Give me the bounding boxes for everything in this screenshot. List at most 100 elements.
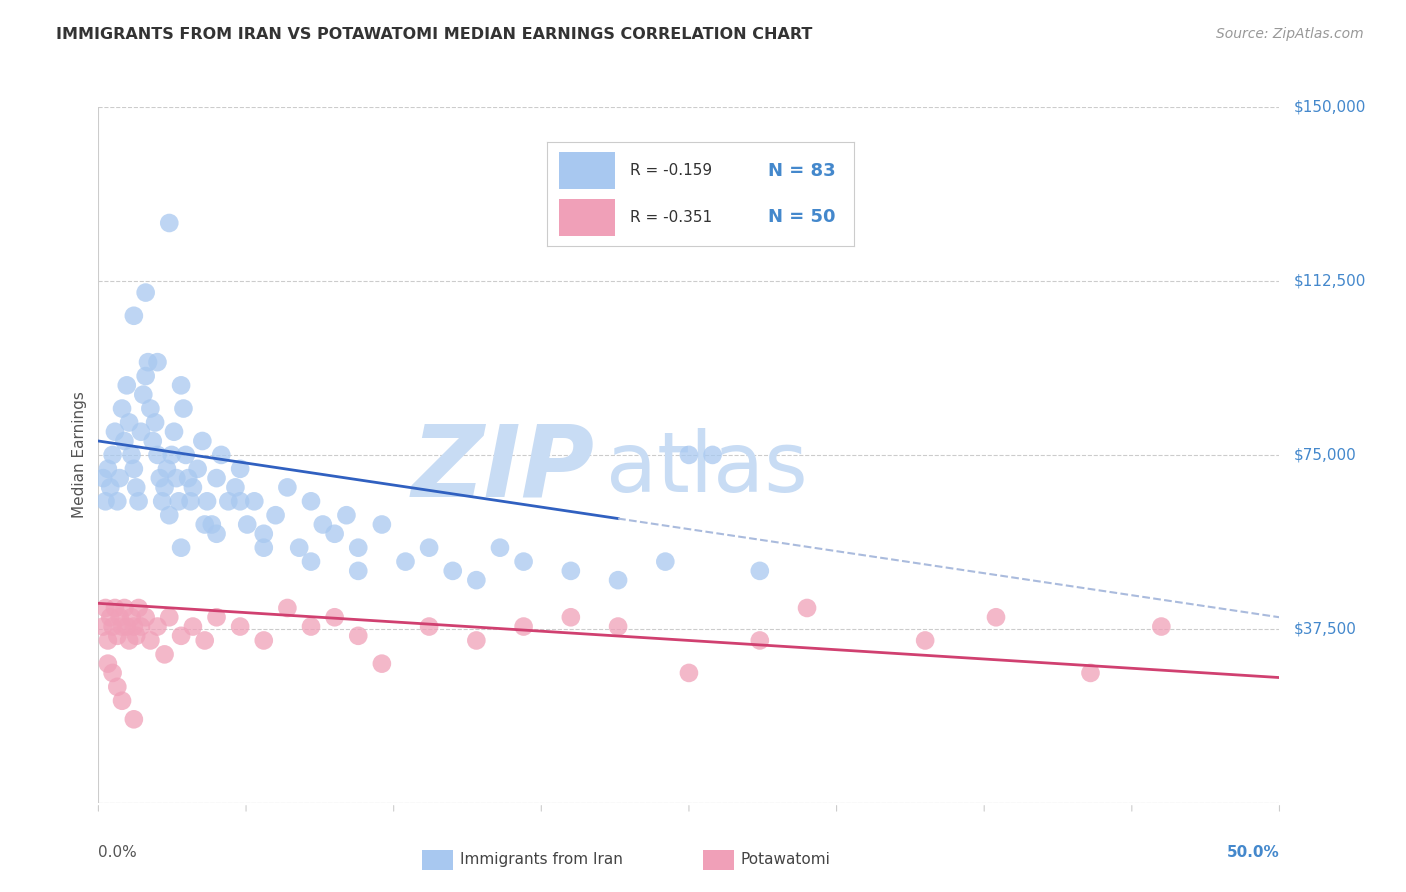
Point xyxy=(146,355,169,369)
Text: Source: ZipAtlas.com: Source: ZipAtlas.com xyxy=(1216,27,1364,41)
Point xyxy=(157,216,180,230)
Bar xyxy=(560,153,614,189)
Point xyxy=(111,694,134,708)
Point xyxy=(118,633,141,648)
Point xyxy=(108,610,131,624)
Text: R = -0.351: R = -0.351 xyxy=(630,210,713,225)
Point xyxy=(101,448,124,462)
Point xyxy=(347,564,370,578)
Point xyxy=(181,480,204,494)
Point xyxy=(418,541,440,555)
Point xyxy=(165,471,187,485)
Point xyxy=(91,619,114,633)
Text: IMMIGRANTS FROM IRAN VS POTAWATOMI MEDIAN EARNINGS CORRELATION CHART: IMMIGRANTS FROM IRAN VS POTAWATOMI MEDIA… xyxy=(56,27,813,42)
Text: N = 50: N = 50 xyxy=(768,209,835,227)
Point xyxy=(170,629,193,643)
Point xyxy=(678,448,700,462)
Point xyxy=(104,425,127,439)
Point xyxy=(105,680,128,694)
Point xyxy=(984,610,1007,624)
Point xyxy=(678,665,700,680)
Point xyxy=(125,480,148,494)
Point xyxy=(180,494,202,508)
Point xyxy=(125,629,148,643)
Point xyxy=(288,541,311,555)
Point xyxy=(560,564,582,578)
Point xyxy=(104,601,127,615)
Point xyxy=(512,555,534,569)
Text: Potawatomi: Potawatomi xyxy=(741,853,831,867)
Point xyxy=(97,657,120,671)
Point xyxy=(418,619,440,633)
Point xyxy=(607,573,630,587)
Point xyxy=(105,494,128,508)
Point xyxy=(146,619,169,633)
Point xyxy=(91,471,114,485)
Point xyxy=(139,401,162,416)
Point xyxy=(253,633,276,648)
Text: 50.0%: 50.0% xyxy=(1226,845,1279,860)
Point xyxy=(607,619,630,633)
Point xyxy=(205,610,228,624)
Point xyxy=(441,564,464,578)
Text: $37,500: $37,500 xyxy=(1294,622,1357,636)
Point xyxy=(118,416,141,430)
Point xyxy=(312,517,335,532)
Point xyxy=(97,633,120,648)
Text: N = 83: N = 83 xyxy=(768,161,837,179)
Text: atlas: atlas xyxy=(606,428,808,509)
Point xyxy=(170,378,193,392)
Point xyxy=(170,541,193,555)
Point xyxy=(229,619,252,633)
Point xyxy=(253,526,276,541)
Point xyxy=(115,378,138,392)
Point xyxy=(560,610,582,624)
Point xyxy=(195,494,218,508)
Point xyxy=(347,629,370,643)
Point xyxy=(157,610,180,624)
Point xyxy=(796,601,818,615)
Point xyxy=(371,517,394,532)
Text: ZIP: ZIP xyxy=(412,420,595,517)
Point xyxy=(174,448,197,462)
Text: $112,500: $112,500 xyxy=(1294,274,1365,288)
Point xyxy=(194,517,217,532)
Point xyxy=(654,555,676,569)
Point xyxy=(323,526,346,541)
Point xyxy=(128,601,150,615)
Point xyxy=(129,425,152,439)
Point xyxy=(1150,619,1173,633)
Point xyxy=(394,555,416,569)
Point xyxy=(121,610,143,624)
Point xyxy=(98,480,121,494)
Point xyxy=(187,462,209,476)
Point xyxy=(135,285,157,300)
Point xyxy=(122,619,145,633)
Point xyxy=(191,434,214,448)
Point xyxy=(142,434,165,448)
Point xyxy=(101,665,124,680)
Point xyxy=(465,633,488,648)
Point xyxy=(748,633,770,648)
Point xyxy=(163,425,186,439)
Point xyxy=(112,434,135,448)
Point xyxy=(209,448,232,462)
Point xyxy=(371,657,394,671)
Point xyxy=(149,471,172,485)
Point xyxy=(205,526,228,541)
Point xyxy=(153,480,176,494)
Point xyxy=(139,633,162,648)
Text: $75,000: $75,000 xyxy=(1294,448,1357,462)
Y-axis label: Median Earnings: Median Earnings xyxy=(72,392,87,518)
Point xyxy=(299,494,322,508)
Point xyxy=(347,541,370,555)
Text: Immigrants from Iran: Immigrants from Iran xyxy=(460,853,623,867)
Point xyxy=(276,480,298,494)
Point xyxy=(157,508,180,523)
Point xyxy=(111,619,134,633)
Text: $150,000: $150,000 xyxy=(1294,100,1365,114)
Point xyxy=(115,619,138,633)
Point xyxy=(253,541,276,555)
Point xyxy=(167,494,190,508)
Point xyxy=(702,448,724,462)
